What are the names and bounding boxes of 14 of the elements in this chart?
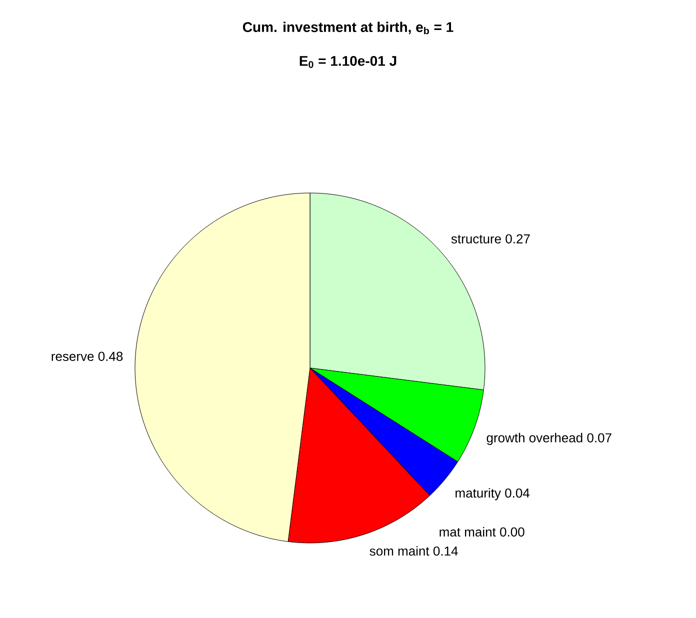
text: 0.00 (500, 527, 524, 537)
data-label: 0.48 (98, 352, 123, 361)
category-label: mat maint (440, 527, 496, 537)
slice-label: maturity (456, 488, 501, 500)
chart-title: Cum. investment at birth, e$_{b}$ = 1 (242, 22, 454, 34)
data-label: 0.04 (505, 488, 530, 498)
slice-label: growth overhead (486, 432, 582, 445)
data-label: 0.07 (587, 433, 612, 442)
slice-label: structure (451, 234, 501, 244)
slice-label: som maint (370, 546, 430, 556)
chart-subtitle: E$_{0}$ = 1.10e-01 J (300, 56, 396, 68)
slice-label: reserve (52, 354, 94, 361)
data-label: 0.27 (506, 234, 530, 244)
data-label: 0.14 (433, 546, 458, 556)
